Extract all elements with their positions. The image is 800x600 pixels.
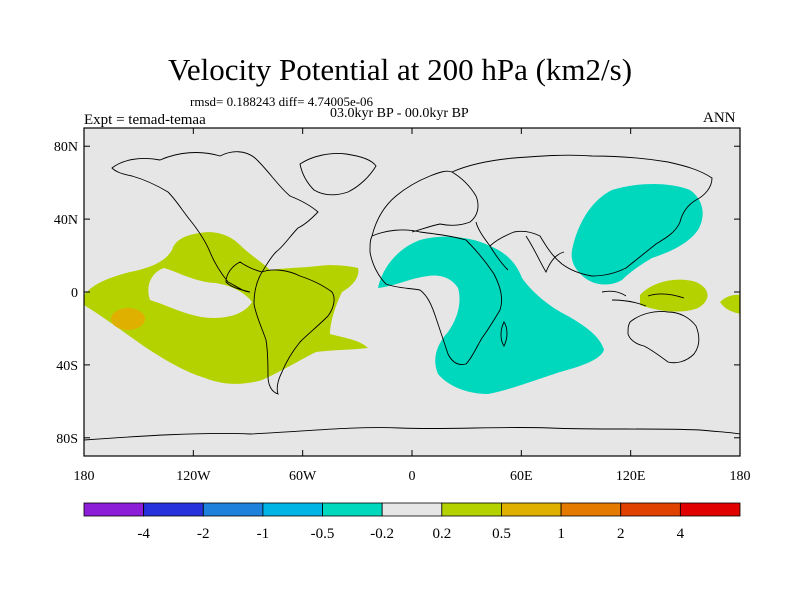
colorbar-swatch — [620, 502, 681, 517]
colorbar-label: 0.5 — [492, 526, 511, 542]
australia-coast — [627, 311, 700, 364]
lon-label: 60E — [510, 469, 533, 484]
stats-subtitle: rmsd= 0.188243 diff= 4.74005e-06 — [190, 94, 374, 109]
plot-title: Velocity Potential at 200 hPa (km2/s) — [167, 52, 633, 87]
lon-label: 60W — [289, 469, 317, 484]
colorbar-label: -0.2 — [370, 526, 394, 542]
colorbar-label: 2 — [617, 526, 625, 542]
greenland-coast — [299, 153, 377, 196]
antarctica-coast — [84, 426, 740, 441]
lon-label: 120E — [616, 469, 646, 484]
colorbar-swatch — [83, 502, 145, 517]
colorbar-swatch — [262, 502, 323, 517]
lat-label: 0 — [71, 286, 78, 301]
colorbar-swatch — [501, 502, 562, 517]
lat-label: 40S — [56, 359, 78, 374]
lat-label: 80N — [54, 140, 78, 155]
lat-label: 40N — [54, 213, 78, 228]
north-america-coast — [111, 151, 319, 293]
maritime-continent-coast — [601, 290, 685, 307]
colorbar-label: -0.5 — [311, 526, 335, 542]
period-subtitle: 03.0kyr BP - 00.0kyr BP — [330, 106, 469, 121]
lat-label: 80S — [56, 432, 78, 447]
colorbar-label: -4 — [137, 526, 150, 542]
colorbar-swatch — [679, 502, 741, 517]
colorbar-label: 4 — [677, 526, 685, 542]
colorbar-label: -1 — [257, 526, 270, 542]
arabia-india-coast — [489, 235, 565, 274]
colorbar-swatch — [143, 502, 204, 517]
colorbar-swatch — [441, 502, 502, 517]
map-background — [84, 128, 740, 456]
central-pacific-positive-max-region — [111, 308, 145, 330]
lon-label: 180 — [74, 469, 95, 484]
colorbar-label: 0.2 — [432, 526, 451, 542]
colorbar: -4 -2 -1 -0.5 -0.2 0.2 0.5 1 2 4 — [83, 502, 741, 542]
season-label: ANN — [703, 110, 736, 126]
latitude-axis: 80N 40N 0 40S 80S — [54, 140, 740, 447]
lon-label: 120W — [176, 469, 211, 484]
colorbar-swatch — [381, 502, 443, 517]
lon-label: 180 — [730, 469, 751, 484]
colorbar-swatch — [560, 502, 622, 517]
lon-label: 0 — [409, 469, 416, 484]
south-america-coast — [253, 269, 335, 395]
colorbar-swatch — [202, 502, 264, 517]
longitude-axis: 180 120W 60W 0 60E 120E 180 — [74, 128, 751, 484]
east-asia-negative-region — [571, 184, 703, 285]
colorbar-label: -2 — [197, 526, 210, 542]
asia-coast — [451, 154, 713, 277]
africa-indian-ocean-negative-region — [378, 236, 604, 394]
europe-coast — [371, 170, 479, 237]
coastlines — [84, 151, 740, 441]
africa-coast — [369, 229, 503, 365]
dateline-positive-region — [720, 294, 740, 314]
experiment-label: Expt = temad-temaa — [84, 112, 206, 128]
colorbar-label: 1 — [557, 526, 565, 542]
colorbar-swatch — [322, 502, 383, 517]
madagascar-coast — [500, 321, 508, 347]
